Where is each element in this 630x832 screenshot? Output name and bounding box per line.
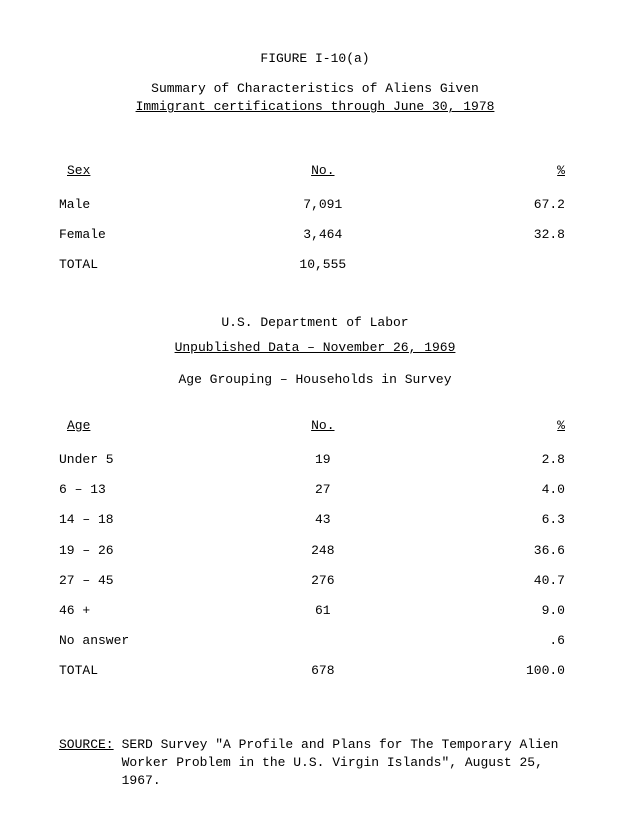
cell-no: [237, 632, 409, 650]
source-block: SOURCE: SERD Survey "A Profile and Plans…: [55, 736, 575, 791]
table-header-row: Age No. %: [55, 417, 575, 435]
cell-no: 3,464: [237, 226, 409, 244]
header-pct: %: [557, 418, 565, 433]
cell-pct: 40.7: [409, 572, 575, 590]
section2-subheading-text: Unpublished Data – November 26, 1969: [175, 340, 456, 355]
cell-pct: 67.2: [409, 196, 575, 214]
table-row: Male 7,091 67.2: [55, 196, 575, 214]
cell-label: 46 +: [55, 602, 237, 620]
table-row: No answer .6: [55, 632, 575, 650]
cell-no: 10,555: [237, 256, 409, 274]
sex-table: Sex No. % Male 7,091 67.2 Female 3,464 3…: [55, 162, 575, 275]
table-row: 6 – 13 27 4.0: [55, 481, 575, 499]
cell-label: 6 – 13: [55, 481, 237, 499]
cell-pct: .6: [409, 632, 575, 650]
cell-pct: 36.6: [409, 542, 575, 560]
source-label: SOURCE:: [59, 736, 114, 791]
subtitle-block: Summary of Characteristics of Aliens Giv…: [55, 80, 575, 116]
cell-label: No answer: [55, 632, 237, 650]
table-row: TOTAL 678 100.0: [55, 662, 575, 680]
table-row: TOTAL 10,555: [55, 256, 575, 274]
header-age: Age: [59, 418, 90, 433]
section2-subheading: Unpublished Data – November 26, 1969: [55, 339, 575, 357]
cell-label: Female: [55, 226, 237, 244]
cell-label: Male: [55, 196, 237, 214]
table-row: Under 5 19 2.8: [55, 451, 575, 469]
cell-label: TOTAL: [55, 662, 237, 680]
cell-no: 19: [237, 451, 409, 469]
subtitle-line-2: Immigrant certifications through June 30…: [136, 98, 495, 116]
figure-title: FIGURE I-10(a): [55, 50, 575, 68]
cell-no: 61: [237, 602, 409, 620]
cell-pct: 32.8: [409, 226, 575, 244]
section2-caption: Age Grouping – Households in Survey: [55, 371, 575, 389]
header-no: No.: [311, 163, 334, 178]
cell-label: Under 5: [55, 451, 237, 469]
cell-pct: 6.3: [409, 511, 575, 529]
cell-label: 19 – 26: [55, 542, 237, 560]
section2-heading: U.S. Department of Labor: [55, 314, 575, 332]
cell-no: 276: [237, 572, 409, 590]
cell-no: 7,091: [237, 196, 409, 214]
source-text: SERD Survey "A Profile and Plans for The…: [122, 736, 575, 791]
table-row: 14 – 18 43 6.3: [55, 511, 575, 529]
header-no: No.: [311, 418, 334, 433]
cell-no: 27: [237, 481, 409, 499]
table-row: Female 3,464 32.8: [55, 226, 575, 244]
cell-label: TOTAL: [55, 256, 237, 274]
table-row: 27 – 45 276 40.7: [55, 572, 575, 590]
cell-no: 678: [237, 662, 409, 680]
table-row: 19 – 26 248 36.6: [55, 542, 575, 560]
cell-pct: [409, 256, 575, 274]
cell-pct: 2.8: [409, 451, 575, 469]
table-header-row: Sex No. %: [55, 162, 575, 180]
cell-label: 14 – 18: [55, 511, 237, 529]
cell-pct: 100.0: [409, 662, 575, 680]
cell-label: 27 – 45: [55, 572, 237, 590]
subtitle-line-1: Summary of Characteristics of Aliens Giv…: [151, 80, 479, 98]
cell-pct: 9.0: [409, 602, 575, 620]
cell-pct: 4.0: [409, 481, 575, 499]
header-pct: %: [557, 163, 565, 178]
age-table: Age No. % Under 5 19 2.8 6 – 13 27 4.0 1…: [55, 417, 575, 681]
cell-no: 43: [237, 511, 409, 529]
table-row: 46 + 61 9.0: [55, 602, 575, 620]
header-sex: Sex: [59, 163, 90, 178]
cell-no: 248: [237, 542, 409, 560]
